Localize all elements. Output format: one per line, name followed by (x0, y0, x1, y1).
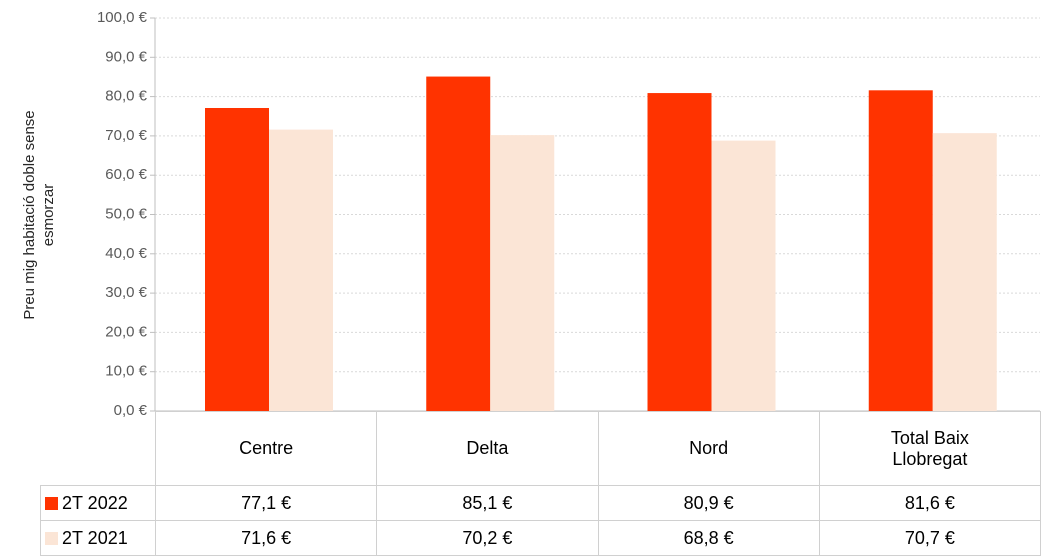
y-tick-label: 40,0 € (105, 245, 147, 262)
category-cell: Centre (154, 411, 378, 486)
x-tick-label: Total Baix Llobregat (890, 427, 969, 469)
data-label: 71,6 € (241, 527, 292, 548)
legend-key (45, 531, 58, 545)
data-label: 70,7 € (904, 527, 955, 548)
y-axis-label: Preu mig habitació doble sense esmorzar (21, 110, 57, 320)
data-label: 70,2 € (462, 527, 513, 548)
value-cell: 71,6 € (154, 520, 378, 556)
legend-entry: 2T 2021 (40, 520, 156, 556)
bar (711, 140, 776, 411)
value-cell: 70,7 € (818, 520, 1042, 556)
value-cell: 81,6 € (818, 485, 1042, 521)
table-header-row: Centre Delta Nord Total Baix Llobregat (40, 411, 1042, 486)
data-label: 81,6 € (904, 492, 955, 513)
y-tick-label: 10,0 € (105, 363, 147, 380)
x-tick-label: Centre (239, 438, 294, 458)
value-cell: 80,9 € (597, 485, 820, 521)
y-tick-label: 60,0 € (105, 166, 147, 183)
value-cell: 68,8 € (597, 520, 820, 556)
bar (647, 93, 712, 412)
x-tick-label: Delta (466, 438, 509, 458)
value-cell: 77,1 € (154, 485, 378, 521)
y-tick-label: 100,0 € (97, 9, 148, 26)
value-cell: 70,2 € (376, 520, 599, 556)
legend-key (45, 496, 58, 510)
legend-label: 2T 2021 (62, 527, 128, 548)
category-cell: Total Baix Llobregat (818, 411, 1042, 486)
y-tick-label: 20,0 € (105, 323, 147, 340)
category-cell: Nord (597, 411, 820, 486)
y-tick-label: 30,0 € (105, 284, 147, 301)
table-row: 2T 2022 77,1 € 85,1 € 80,9 € 81,6 € (40, 485, 1042, 521)
bar (426, 76, 491, 411)
y-tick-label: 70,0 € (105, 127, 147, 144)
table-row: 2T 2021 71,6 € 70,2 € 68,8 € 70,7 € (40, 520, 1042, 556)
data-table: Centre Delta Nord Total Baix Llobregat 2T 20… (40, 411, 1042, 556)
legend-label: 2T 2022 (62, 492, 128, 513)
bar (932, 133, 997, 412)
data-label: 77,1 € (241, 492, 292, 513)
category-cell: Delta (376, 411, 599, 486)
bar (205, 107, 269, 411)
data-label: 80,9 € (683, 492, 734, 513)
bar (269, 129, 333, 411)
data-label: 85,1 € (462, 492, 513, 513)
blank-cell (40, 411, 156, 486)
y-tick-label: 50,0 € (105, 205, 147, 222)
x-tick-label: Nord (689, 438, 729, 458)
y-tick-label: 80,0 € (105, 88, 147, 105)
bar (490, 135, 555, 411)
data-label: 68,8 € (683, 527, 734, 548)
legend-entry: 2T 2022 (40, 485, 156, 521)
y-tick-label: 90,0 € (105, 48, 147, 65)
value-cell: 85,1 € (376, 485, 599, 521)
bar (868, 90, 933, 411)
